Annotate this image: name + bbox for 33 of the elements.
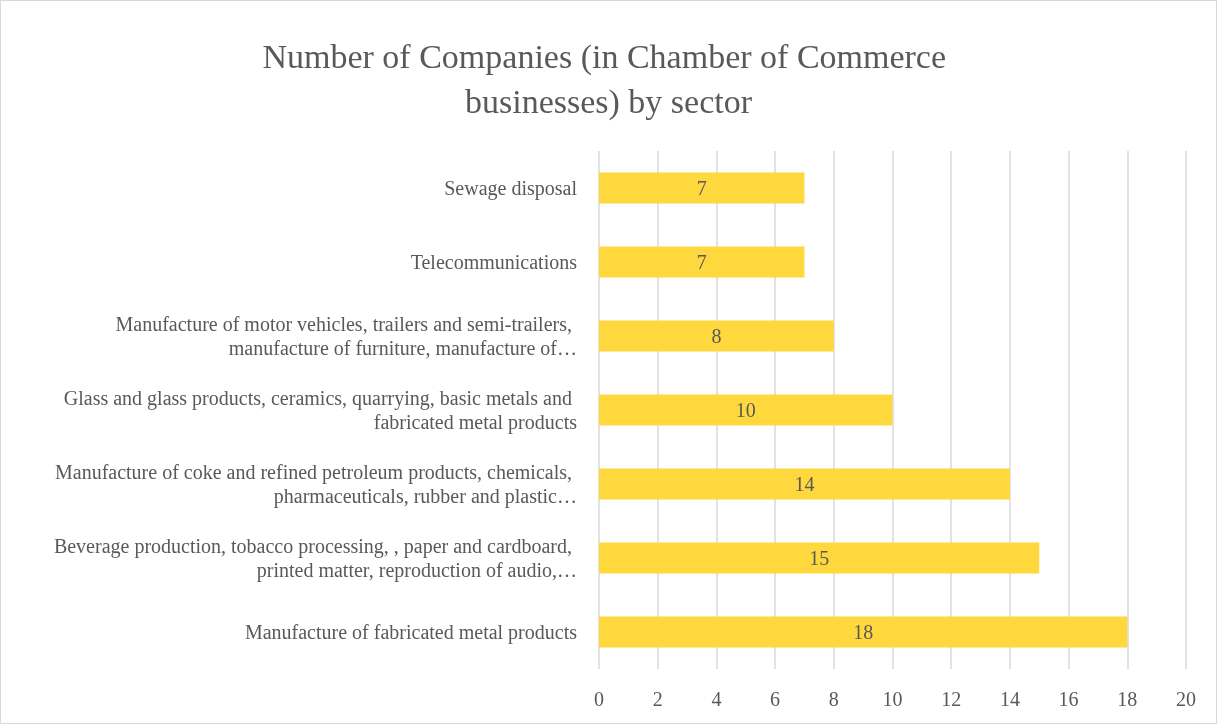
data-label: 8 bbox=[711, 325, 722, 347]
y-tick-label: Beverage production, tobacco processing, , paper and cardboard, printed matter, reproduction of audio,… bbox=[53, 535, 577, 582]
bar bbox=[599, 616, 1128, 648]
x-tick-label: 4 bbox=[711, 688, 722, 710]
data-label: 18 bbox=[853, 621, 874, 643]
x-tick-label: 10 bbox=[882, 688, 903, 710]
y-tick-label: Manufacture of motor vehicles, trailers and semi-trailers, manufacture of furniture, manufacture of… bbox=[115, 313, 577, 359]
data-label: 10 bbox=[735, 399, 756, 421]
x-tick-label: 2 bbox=[652, 688, 663, 710]
bar bbox=[599, 542, 1040, 574]
data-label: 15 bbox=[809, 547, 830, 569]
x-tick-label: 12 bbox=[941, 688, 962, 710]
bar bbox=[599, 394, 893, 426]
bar bbox=[599, 468, 1010, 500]
y-tick-label: Manufacture of fabricated metal products bbox=[244, 621, 578, 644]
bar bbox=[599, 320, 834, 352]
x-tick-label: 6 bbox=[770, 688, 781, 710]
x-tick-label: 0 bbox=[594, 688, 604, 710]
bar bbox=[599, 246, 805, 278]
x-tick-label: 8 bbox=[828, 688, 839, 710]
y-tick-label: Telecommunications bbox=[410, 251, 578, 273]
data-label: 7 bbox=[696, 177, 707, 199]
data-label: 7 bbox=[696, 251, 707, 273]
bar bbox=[599, 172, 805, 204]
y-tick-label: Sewage disposal bbox=[444, 177, 578, 200]
data-label: 14 bbox=[794, 473, 815, 495]
x-tick-label: 16 bbox=[1058, 688, 1079, 710]
x-tick-label: 18 bbox=[1117, 688, 1138, 710]
chart-title: Number of Companies (in Chamber of Commerce businesses) by sector bbox=[262, 38, 955, 121]
x-tick-label: 14 bbox=[999, 688, 1020, 710]
x-tick-label: 20 bbox=[1176, 688, 1196, 710]
y-tick-label: Manufacture of coke and refined petroleum products, chemicals, pharmaceuticals, rubber and plastic… bbox=[54, 461, 577, 508]
y-tick-label: Glass and glass products, ceramics, quarrying, basic metals and fabricated metal products bbox=[63, 387, 578, 434]
